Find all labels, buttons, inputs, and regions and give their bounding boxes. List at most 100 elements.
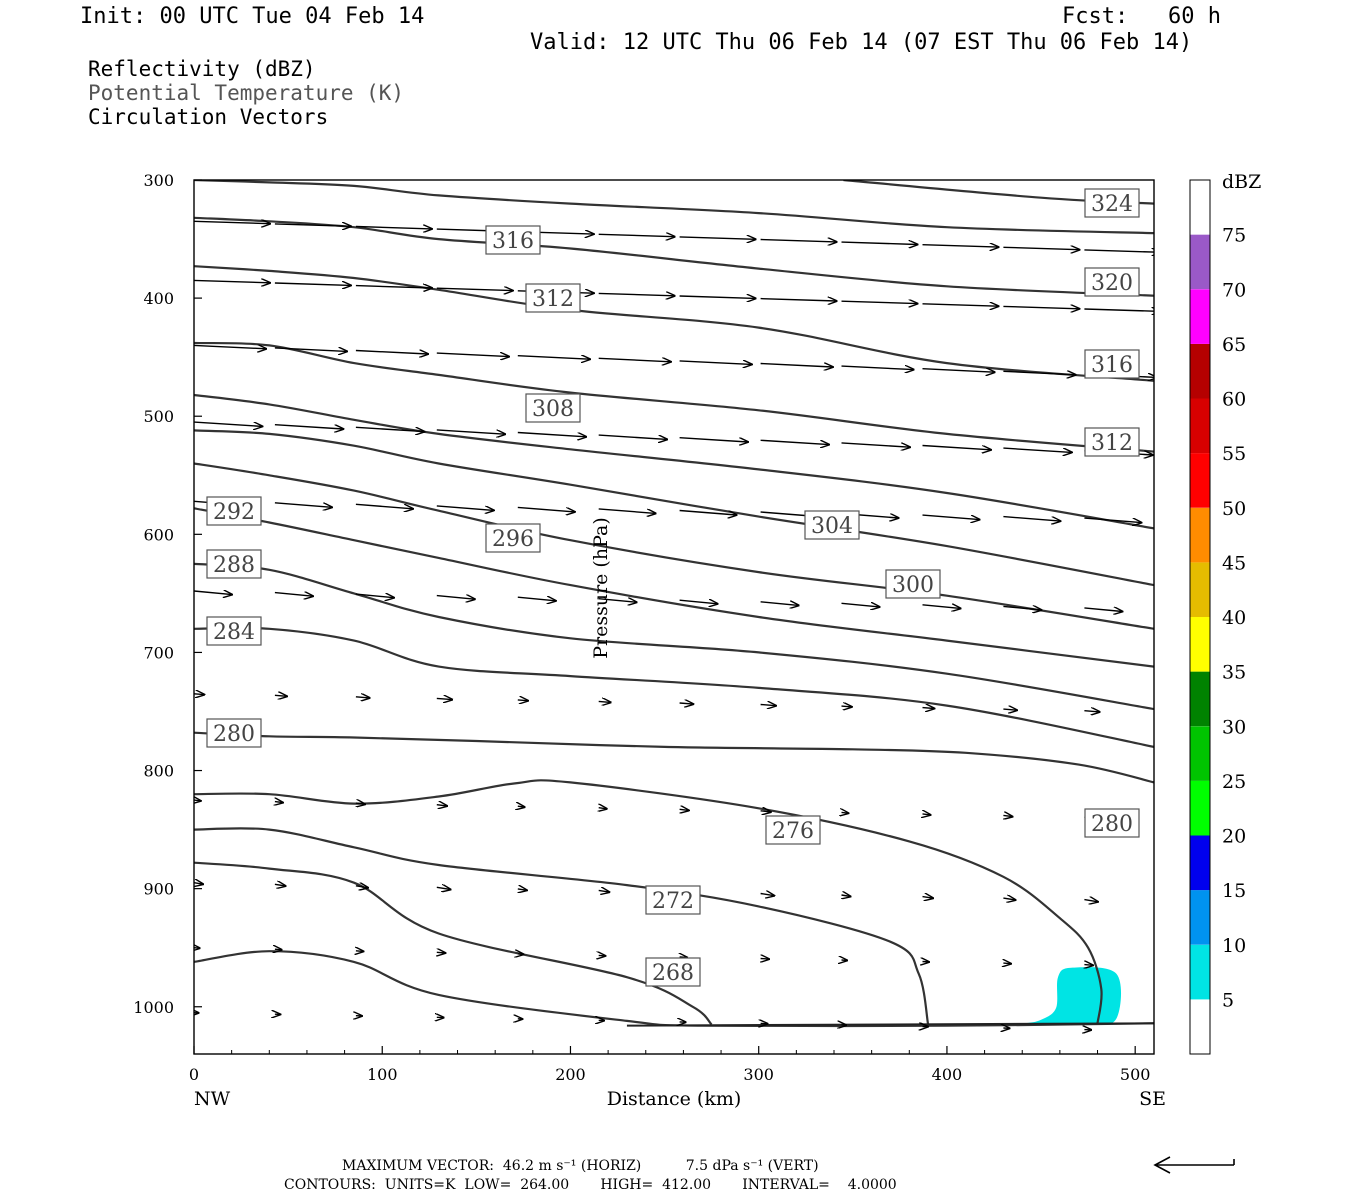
circulation-vector: [1084, 608, 1122, 612]
contour-label-300: 300: [885, 569, 941, 599]
colorbar-frame: [1189, 179, 1211, 1055]
contour-label-text: 280: [1091, 812, 1133, 837]
circulation-vector: [598, 508, 656, 514]
theta-contour-280: [194, 779, 1103, 1024]
x-tick-label: 0: [189, 1065, 199, 1084]
circulation-vector: [679, 600, 718, 604]
forecast-hour: Fcst: 60 h: [1062, 4, 1221, 29]
circulation-vector: [599, 808, 607, 809]
y-tick-label: 600: [143, 525, 174, 544]
contour-label-text: 316: [1091, 353, 1133, 378]
reflectivity-area: [984, 967, 1122, 1026]
colorbar-segment: [1190, 507, 1210, 563]
circulation-vector: [194, 221, 270, 223]
circulation-vector: [841, 301, 918, 303]
circulation-vector: [842, 895, 851, 897]
circulation-vector: [922, 369, 995, 373]
theta-contour-308: [194, 393, 1154, 530]
circulation-vector: [842, 812, 849, 813]
circulation-vector: [841, 706, 852, 707]
contour-label-296: 296: [485, 523, 541, 553]
contour-label-312: 312: [1084, 427, 1140, 457]
contour-label-320: 320: [1084, 267, 1140, 297]
theta-contour-300: [194, 462, 1154, 630]
contour-label-288: 288: [206, 549, 262, 579]
contour-label-304: 304: [804, 510, 860, 540]
theta-contour-320: [194, 216, 1154, 297]
circulation-vector: [517, 700, 528, 701]
circulation-vector: [679, 296, 756, 298]
circulation-vector: [518, 954, 524, 955]
colorbar-label: 55: [1222, 443, 1246, 465]
y-tick-label: 900: [143, 880, 174, 899]
contour-label-text: 280: [213, 722, 255, 747]
colorbar-segment: [1190, 234, 1210, 290]
field-reflectivity: Reflectivity (dBZ): [88, 57, 316, 81]
circulation-vector: [1084, 900, 1098, 902]
colorbar-segment: [1190, 617, 1210, 672]
field-theta: Potential Temperature (K): [88, 81, 405, 105]
contour-label-308: 308: [525, 393, 581, 423]
y-axis-title: Pressure (hPa): [590, 517, 612, 659]
circulation-vector: [760, 364, 833, 368]
colorbar-label: 25: [1222, 771, 1246, 793]
circulation-vector: [598, 599, 637, 603]
circulation-vector: [841, 366, 914, 370]
init-time: Init: 00 UTC Tue 04 Feb 14: [80, 4, 425, 29]
circulation-vector: [1003, 306, 1079, 308]
colorbar-label: 10: [1222, 935, 1246, 957]
circulation-vector: [841, 442, 910, 447]
colorbar-label: 35: [1222, 662, 1246, 684]
circulation-vector: [274, 224, 351, 226]
contour-label-268: 268: [645, 957, 701, 987]
circulation-vector: [1084, 711, 1099, 712]
circulation-vector: [760, 705, 776, 706]
plot-frame: [193, 179, 1155, 1055]
x-tick-label: 500: [1120, 1065, 1151, 1084]
circulation-vector: [194, 591, 232, 595]
circulation-vector: [1003, 371, 1075, 375]
max-vector-arrow: [1153, 1156, 1235, 1174]
circulation-vector: [356, 951, 364, 952]
circulation-vector: [923, 962, 930, 963]
circulation-vector: [518, 806, 525, 807]
circulation-vector: [436, 596, 475, 600]
x-tick-label: 300: [743, 1065, 774, 1084]
theta-contour-272: [194, 861, 713, 1026]
circulation-vector: [436, 353, 509, 357]
contour-label-316-b: 316: [485, 225, 541, 255]
circulation-vector: [598, 358, 671, 362]
colorbar-segment: [1190, 289, 1210, 344]
contour-label-text: 268: [652, 961, 694, 986]
circulation-vector: [760, 299, 837, 301]
colorbar-segment: [1190, 780, 1210, 836]
circulation-vector: [355, 227, 432, 229]
valid-time: Valid: 12 UTC Thu 06 Feb 14 (07 EST Thu …: [530, 30, 1193, 55]
contour-label-316: 316: [1084, 349, 1140, 379]
circulation-vector: [275, 802, 283, 803]
y-tick-label: 1000: [133, 998, 174, 1017]
colorbar-segment: [1190, 671, 1210, 727]
theta-contour-304: [194, 429, 1154, 587]
circulation-vector: [1084, 309, 1154, 311]
circulation-vector: [922, 245, 999, 247]
circulation-vector: [923, 814, 931, 815]
contour-label-text: 304: [811, 514, 853, 539]
circulation-vector: [194, 421, 262, 426]
circulation-vector: [1084, 517, 1141, 523]
colorbar-label: 15: [1222, 880, 1246, 902]
contour-label-text: 308: [532, 397, 574, 422]
theta-contour-288: [194, 626, 1154, 748]
circulation-vector: [760, 811, 771, 812]
colorbar-segment: [1190, 835, 1210, 891]
circulation-vector: [679, 703, 694, 704]
y-tick-label: 700: [143, 643, 174, 662]
theta-contour-296: [194, 507, 1154, 668]
circulation-vector: [1003, 815, 1012, 816]
colorbar-label: 70: [1222, 279, 1246, 301]
colorbar-label: 60: [1222, 389, 1246, 411]
circulation-vector: [680, 809, 689, 810]
circulation-vector: [1003, 606, 1041, 610]
circulation-vector: [437, 952, 446, 953]
